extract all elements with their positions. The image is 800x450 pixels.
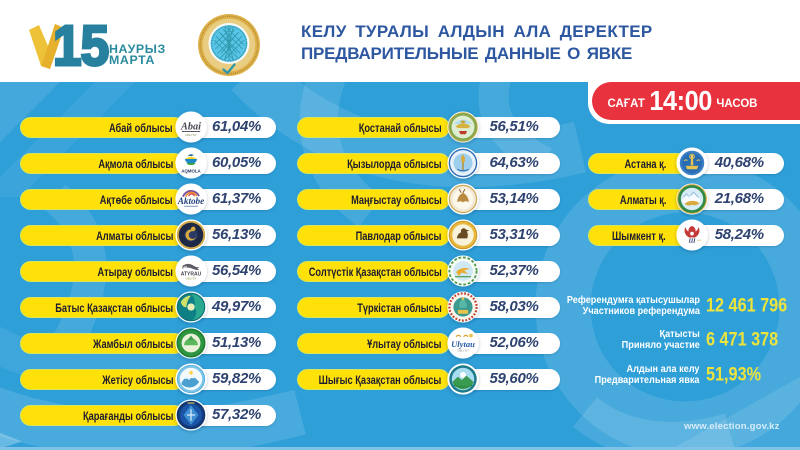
svg-text:ATYRAU: ATYRAU [180, 272, 201, 278]
svg-text:Ulytau: Ulytau [451, 339, 475, 349]
svg-text:OBLYSY: OBLYSY [185, 277, 196, 281]
svg-text:Abai: Abai [180, 121, 201, 132]
svg-text:OBLYSY: OBLYSY [185, 133, 197, 137]
svg-text:Ш: Ш [687, 237, 696, 244]
svg-text:OBLYSY: OBLYSY [457, 349, 469, 353]
svg-text:AQMOLA: AQMOLA [181, 169, 201, 174]
svg-text:Aktobe: Aktobe [176, 196, 203, 206]
svg-text:***: *** [697, 239, 701, 243]
